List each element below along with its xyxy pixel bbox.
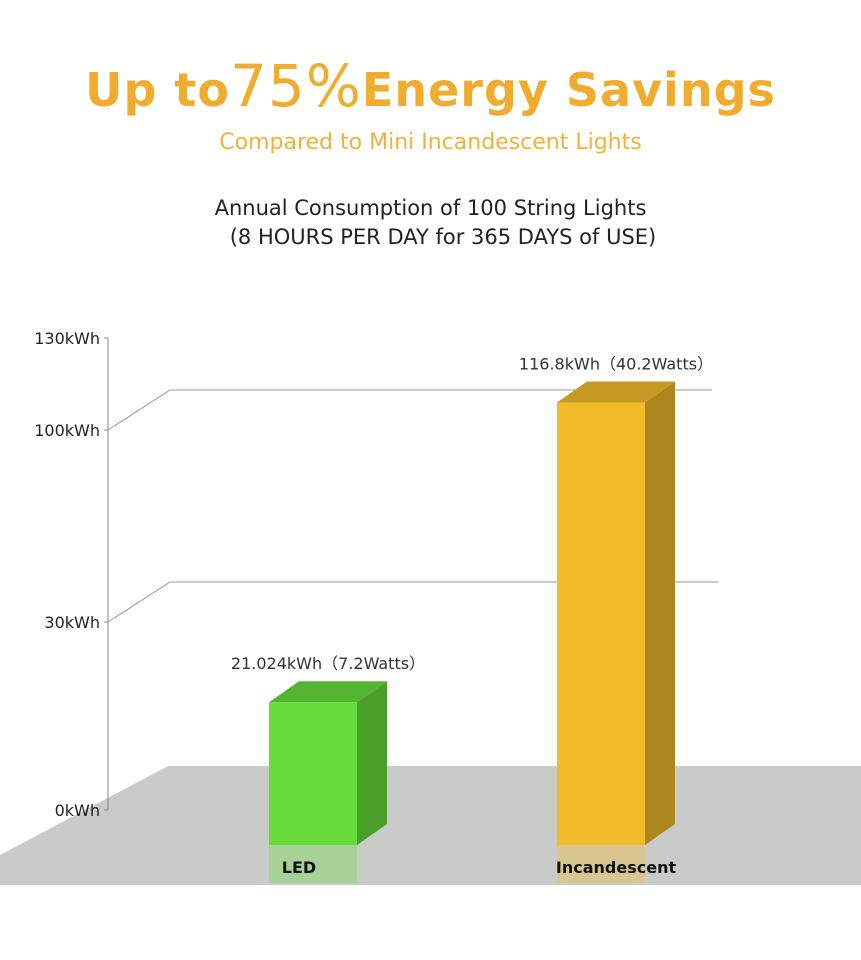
chart-subtitle: (8 HOURS PER DAY for 365 DAYS of USE) [229,225,657,249]
bar-side [357,681,387,845]
y-tick-label: 100kWh [34,421,100,440]
gridline [107,581,718,623]
bar-reflection [269,845,357,883]
data-label: 116.8kWh（40.2Watts） [519,354,713,373]
chart-floor [0,766,861,885]
chart-title: Annual Consumption of 100 String Lights [214,196,647,220]
headline-suffix: Energy Savings [361,63,776,117]
y-tick-label: 0kWh [55,801,100,820]
chart-title-block: Annual Consumption of 100 String Lights … [0,194,861,252]
subtitle: Compared to Mini Incandescent Lights [219,130,642,155]
bar-reflection [557,845,645,883]
category-label: LED [282,858,316,877]
y-tick-label: 30kWh [44,613,100,632]
gridline [107,389,712,431]
headline: Up to75%Energy Savings [0,52,861,120]
bar-side [645,381,675,845]
bar-led [269,702,357,845]
headline-percent: 75% [230,52,362,120]
data-label: 21.024kWh（7.2Watts） [231,654,425,673]
y-tick-label: 130kWh [34,329,100,348]
bar-top [557,381,675,403]
headline-prefix: Up to [85,63,230,117]
bar-incandescent [557,402,645,845]
category-label: Incandescent [556,858,677,877]
bar-top [269,681,387,703]
